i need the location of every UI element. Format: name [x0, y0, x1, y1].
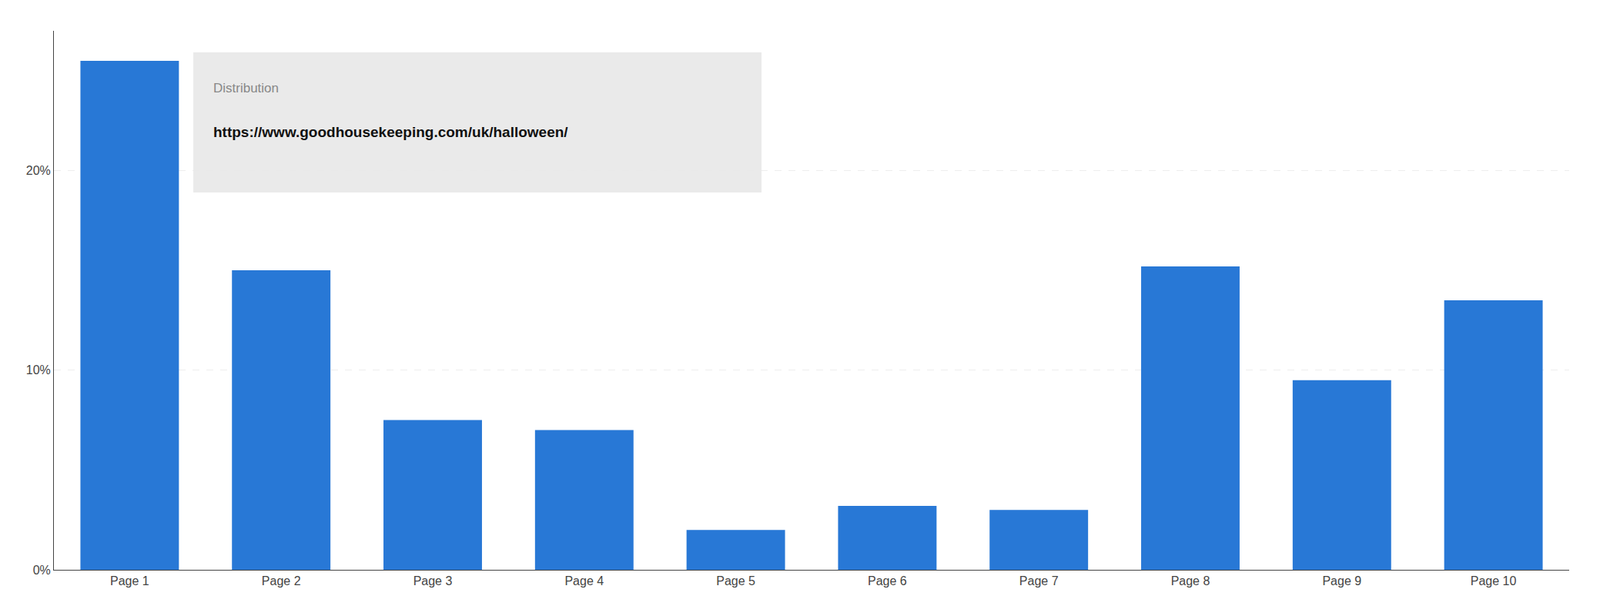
svg-text:Distribution: Distribution: [213, 80, 279, 96]
svg-text:https://www.goodhousekeeping.c: https://www.goodhousekeeping.com/uk/hall…: [213, 123, 569, 141]
svg-text:Page 5: Page 5: [716, 574, 756, 588]
svg-text:Page 9: Page 9: [1322, 574, 1362, 588]
svg-text:Page 8: Page 8: [1171, 574, 1211, 588]
svg-text:Page 2: Page 2: [261, 574, 302, 588]
svg-text:0%: 0%: [33, 563, 51, 577]
svg-text:Page 10: Page 10: [1470, 574, 1517, 588]
svg-text:Page 3: Page 3: [413, 574, 453, 588]
svg-text:20%: 20%: [26, 164, 51, 178]
svg-text:Page 1: Page 1: [110, 574, 150, 588]
svg-text:Page 7: Page 7: [1019, 574, 1059, 588]
svg-text:Page 6: Page 6: [867, 574, 908, 588]
svg-text:10%: 10%: [26, 363, 51, 377]
svg-text:Page 4: Page 4: [564, 574, 604, 588]
